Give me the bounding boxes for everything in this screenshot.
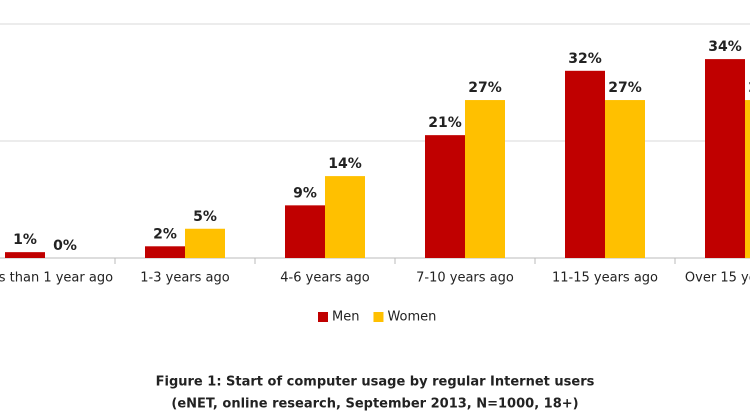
bar	[605, 100, 645, 258]
x-tick-label: 4-6 years ago	[280, 271, 369, 286]
bar	[185, 228, 225, 258]
value-label: 27%	[608, 80, 642, 96]
value-label: 0%	[53, 238, 77, 254]
value-label: 27%	[468, 80, 502, 96]
chart-subtitle: (eNET, online research, September 2013, …	[171, 397, 578, 412]
value-label: 21%	[428, 115, 462, 131]
chart-title: Figure 1: Start of computer usage by reg…	[156, 375, 595, 390]
value-label: 1%	[13, 232, 37, 248]
legend-swatch	[318, 312, 328, 322]
bar	[425, 135, 465, 258]
value-label: 9%	[293, 185, 317, 201]
bar	[5, 252, 45, 258]
bar	[285, 205, 325, 258]
x-tick-label: 1-3 years ago	[140, 271, 229, 286]
bar	[745, 100, 750, 258]
x-tick-label: Less than 1 year ago	[0, 271, 113, 286]
value-label: 5%	[193, 209, 217, 225]
x-tick-label: 7-10 years ago	[416, 271, 514, 286]
legend-swatch	[373, 312, 384, 322]
legend-label: Men	[332, 310, 359, 325]
bar	[705, 59, 745, 258]
bar	[465, 100, 505, 258]
legend-label: Women	[387, 310, 436, 325]
value-label: 27%	[748, 80, 750, 96]
x-tick-label: Over 15 years ago	[685, 271, 750, 286]
value-label: 32%	[568, 51, 602, 67]
value-label: 34%	[708, 39, 742, 55]
x-tick-label: 11-15 years ago	[552, 271, 658, 286]
value-label: 2%	[153, 226, 177, 242]
bar	[325, 176, 365, 258]
bar	[565, 70, 605, 258]
bar	[145, 246, 185, 258]
value-label: 14%	[328, 156, 362, 172]
